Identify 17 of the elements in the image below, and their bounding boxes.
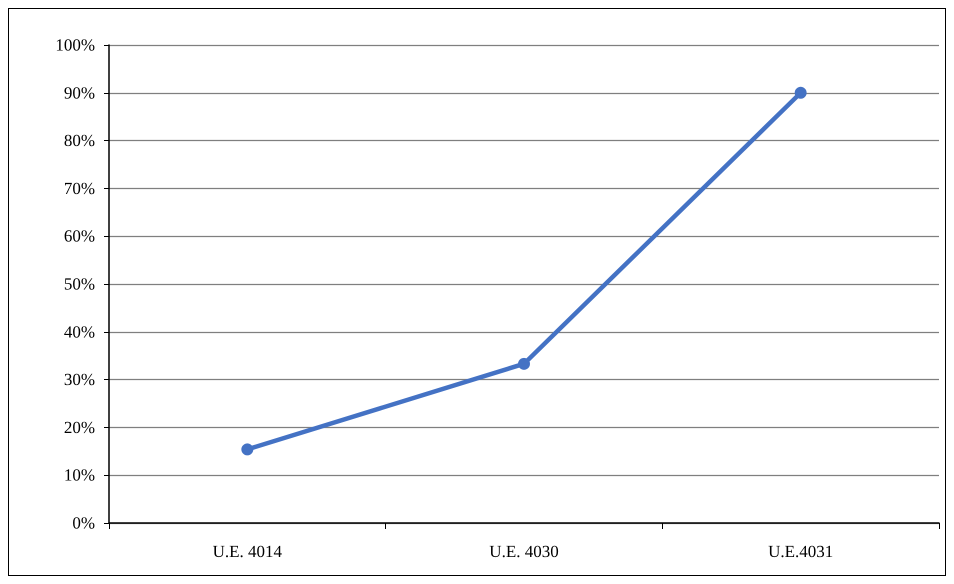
y-tick-label: 50%: [64, 274, 95, 294]
x-tick-label: U.E. 4014: [212, 542, 283, 561]
point: [794, 86, 807, 99]
x-tick-label: U.E.4031: [768, 542, 834, 561]
y-tick-label: 80%: [64, 131, 95, 150]
y-tick-label: 100%: [55, 36, 95, 54]
y-tick-label: 0%: [72, 514, 95, 532]
y-tick-label: 30%: [64, 370, 95, 390]
y-tick-label: 60%: [64, 226, 95, 246]
y-tick-label: 10%: [64, 466, 95, 485]
y-tick-label: 90%: [64, 83, 95, 102]
point: [241, 443, 254, 456]
y-tick-label: 70%: [64, 178, 95, 198]
y-tick-label: 40%: [64, 322, 95, 342]
point: [518, 358, 530, 370]
y-tick-label: 20%: [64, 418, 95, 437]
x-tick-label: U.E. 4030: [489, 542, 559, 561]
